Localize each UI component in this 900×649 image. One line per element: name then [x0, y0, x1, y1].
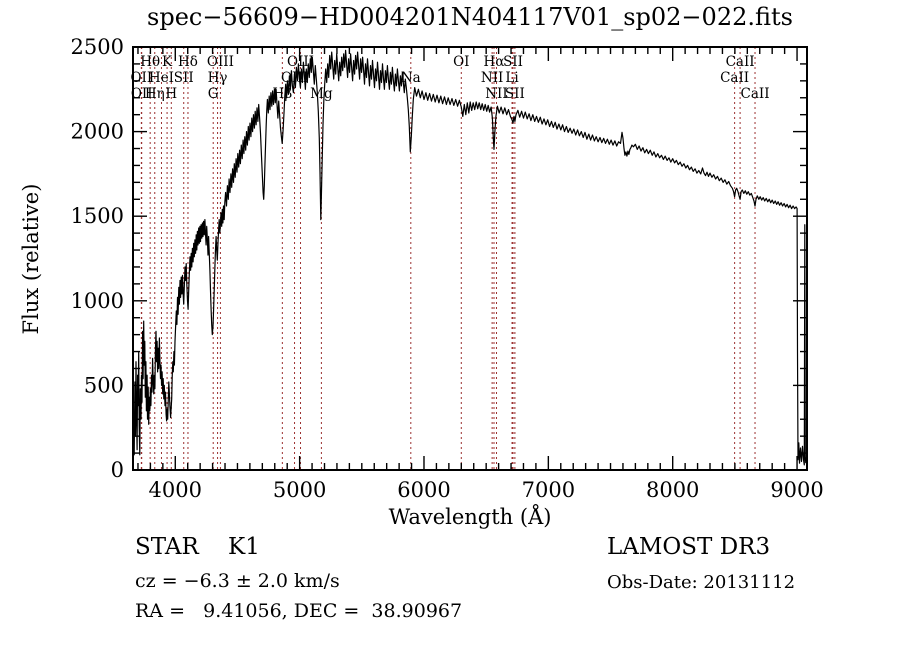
spectral-line-label: Hη [145, 86, 165, 102]
spectral-line-label: OII [130, 70, 152, 86]
spectral-line-label: Hγ [208, 70, 228, 86]
x-tick-label: 6000 [397, 478, 450, 502]
y-axis-label: Flux (relative) [19, 183, 43, 335]
spectral-line-label: CaII [720, 70, 749, 86]
spectral-line-label: SII [503, 54, 523, 70]
observation-date: Obs-Date: 20131112 [607, 572, 796, 593]
x-tick-label: 9000 [770, 478, 823, 502]
spectral-line-label: NII [485, 86, 507, 102]
y-tick-label: 0 [111, 458, 124, 482]
spectral-line-label: Hθ [140, 54, 160, 70]
y-tick-label: 500 [84, 373, 124, 397]
y-tick-label: 1000 [71, 289, 124, 313]
spectral-line-label: OIII [287, 54, 314, 70]
survey-release: LAMOST DR3 [607, 534, 771, 560]
x-tick-label: 8000 [646, 478, 699, 502]
spectral-line-label: Mg [310, 86, 333, 102]
spectral-line-label: NII [481, 70, 503, 86]
spectral-line-label: K [162, 54, 173, 70]
spectral-line-label: Li [505, 70, 519, 86]
spectral-line-label: CaII [726, 54, 755, 70]
x-tick-label: 7000 [522, 478, 575, 502]
spectral-line-label: H [165, 86, 177, 102]
spectral-line-label: OII [131, 86, 153, 102]
spectral-line-label: SII [174, 70, 194, 86]
ra-dec-coordinates: RA = 9.41056, DEC = 38.90967 [135, 600, 463, 622]
spectral-line-label: G [208, 86, 219, 102]
y-tick-label: 1500 [71, 204, 124, 228]
spectral-line-label: HeI [149, 70, 174, 86]
spectral-line-label: OIII [207, 54, 234, 70]
spectral-line-label: Hα [484, 54, 505, 70]
spectral-line-label: SII [505, 86, 525, 102]
x-axis-label: Wavelength (Å) [388, 505, 552, 529]
x-tick-label: 5000 [273, 478, 326, 502]
y-tick-label: 2500 [71, 35, 124, 59]
spectral-line-label: OI [453, 54, 469, 70]
x-tick-label: 4000 [149, 478, 202, 502]
radial-velocity: cz = −6.3 ± 2.0 km/s [135, 570, 340, 592]
y-tick-label: 2000 [71, 120, 124, 144]
spectral-line-label: Hδ [178, 54, 198, 70]
plot-title: spec−56609−HD004201N404117V01_sp02−022.f… [147, 3, 793, 31]
star-classification: STAR K1 [135, 534, 260, 560]
spectral-line-label: CaII [740, 86, 769, 102]
spectrum-trace [132, 49, 807, 466]
plot-frame [132, 46, 808, 471]
